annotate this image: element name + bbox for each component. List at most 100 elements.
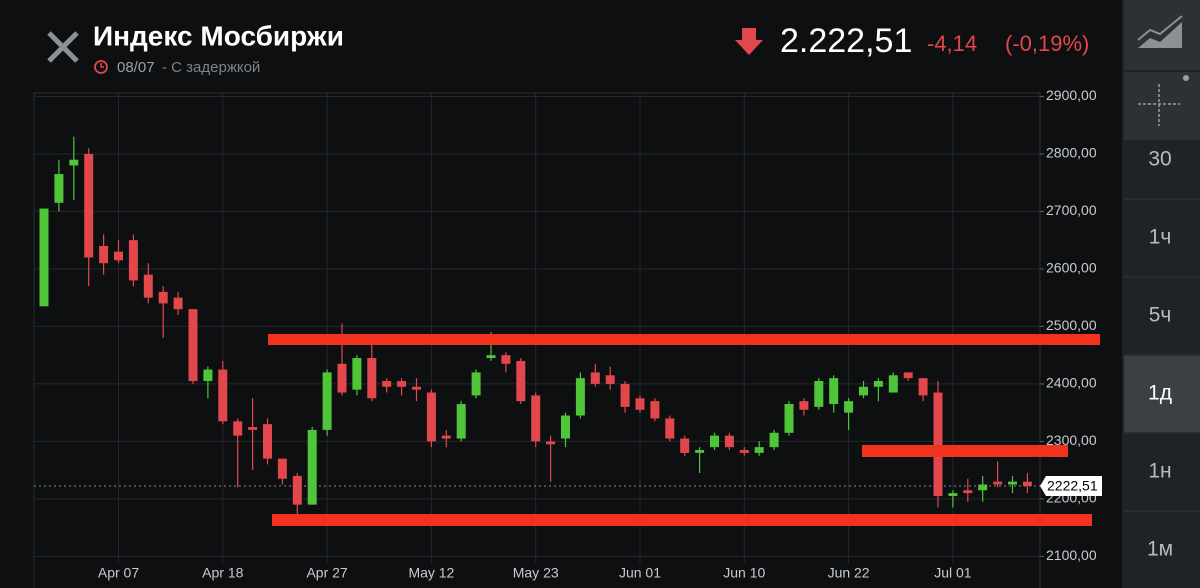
candle-body xyxy=(918,378,928,396)
button-bg xyxy=(1124,0,1200,70)
y-tick-label: 2600,00 xyxy=(1046,260,1097,276)
candle-body xyxy=(69,159,79,166)
candle-body xyxy=(933,392,943,497)
timeframe-label: 5ч xyxy=(1149,304,1172,327)
candle-body xyxy=(486,355,496,359)
button-bg xyxy=(1124,142,1200,198)
candle-body xyxy=(412,386,421,390)
candle-body xyxy=(873,381,883,387)
down-arrow xyxy=(735,28,763,55)
candle-body xyxy=(829,378,839,405)
candle-body xyxy=(978,484,988,491)
candle-body xyxy=(233,421,243,436)
last-price-tag xyxy=(1040,475,1102,496)
candle-body xyxy=(724,435,734,448)
candle-body xyxy=(888,375,898,393)
candle-body xyxy=(128,240,138,281)
crosshair-button[interactable] xyxy=(1124,72,1200,140)
button-bg xyxy=(1124,512,1200,588)
background xyxy=(0,0,1122,588)
x-tick-label: May 12 xyxy=(408,565,454,581)
candle-body xyxy=(188,309,198,382)
candle-body xyxy=(307,429,317,505)
x-tick-label: Jun 10 xyxy=(723,565,765,581)
candle-body xyxy=(590,372,600,384)
candle-body xyxy=(710,435,719,448)
x-tick-label: Apr 27 xyxy=(306,565,347,581)
candle-body xyxy=(993,481,1003,485)
y-tick-label: 2700,00 xyxy=(1046,202,1097,218)
x-tick-label: Jun 01 xyxy=(619,565,661,581)
timeframe-button[interactable]: 1н xyxy=(1124,434,1200,512)
candle-body xyxy=(516,360,526,402)
candle-body xyxy=(99,245,109,264)
candle-body xyxy=(948,493,958,497)
candle-body xyxy=(620,383,630,407)
indicator-dot xyxy=(1183,75,1189,81)
timeframe-button[interactable]: 1д xyxy=(1124,356,1200,434)
candle-body xyxy=(903,372,913,379)
timeframe-button[interactable]: 30 xyxy=(1124,142,1200,200)
button-bg xyxy=(1124,200,1200,276)
candle-body xyxy=(531,395,541,442)
candle-body xyxy=(680,438,690,453)
drawn-level xyxy=(862,445,1068,457)
candle-body xyxy=(1022,481,1032,486)
candle-body xyxy=(367,358,377,399)
candle-body xyxy=(814,381,824,407)
candle-body xyxy=(799,401,809,410)
candle-body xyxy=(665,418,675,439)
quote-date: 08/07 xyxy=(117,59,155,76)
price-change-pct: (-0,19%) xyxy=(1005,31,1089,56)
candle-body xyxy=(859,386,868,396)
close-icon xyxy=(47,31,79,63)
candle-body xyxy=(218,369,228,422)
drawn-level xyxy=(272,514,1092,526)
last-price-label: 2222,51 xyxy=(1047,478,1098,494)
candle-body xyxy=(292,475,302,505)
candle-body xyxy=(844,401,854,413)
x-tick-label: Apr 18 xyxy=(202,565,243,581)
y-tick-label: 2100,00 xyxy=(1046,547,1097,563)
timeframe-label: 1д xyxy=(1148,382,1172,405)
candle-body xyxy=(54,174,64,203)
candle-body xyxy=(471,372,481,396)
candle-body xyxy=(635,398,645,410)
candle-body xyxy=(561,415,570,439)
timeframe-button[interactable]: 1ч xyxy=(1124,200,1200,278)
x-tick-label: Apr 07 xyxy=(98,565,139,581)
candle-body xyxy=(1008,481,1017,485)
candle-body xyxy=(754,447,764,453)
timeframe-button[interactable]: 1м xyxy=(1124,512,1200,588)
candle-body xyxy=(84,153,94,258)
x-tick-label: Jun 22 xyxy=(828,565,870,581)
candle-body xyxy=(605,375,615,384)
drawn-level xyxy=(268,334,1100,345)
chart-type-button[interactable] xyxy=(1124,0,1200,70)
candle-body xyxy=(277,458,287,479)
candle-body xyxy=(114,251,123,261)
candle-body xyxy=(382,381,392,387)
y-tick-label: 2800,00 xyxy=(1046,145,1097,161)
plot: 2100,002200,002300,002400,002500,002600,… xyxy=(34,87,1102,581)
button-bg xyxy=(1124,278,1200,354)
button-bg xyxy=(1124,434,1200,510)
candle-body xyxy=(501,355,511,364)
candle-body xyxy=(695,450,705,453)
last-price: 2.222,51 xyxy=(780,22,912,60)
timeframe-label: 1ч xyxy=(1149,226,1172,249)
area-icon xyxy=(1138,22,1182,48)
candle-body xyxy=(650,401,660,419)
candle-body xyxy=(456,404,466,439)
candle-body xyxy=(158,291,168,304)
candle-body xyxy=(546,441,556,445)
x-tick-label: Jul 01 xyxy=(934,565,972,581)
timeframe-button[interactable]: 5ч xyxy=(1124,278,1200,356)
candle-body xyxy=(441,435,451,439)
close-button[interactable] xyxy=(47,31,79,63)
y-tick-label: 2900,00 xyxy=(1046,87,1097,103)
candle-body xyxy=(739,450,749,453)
y-tick-label: 2500,00 xyxy=(1046,317,1097,333)
